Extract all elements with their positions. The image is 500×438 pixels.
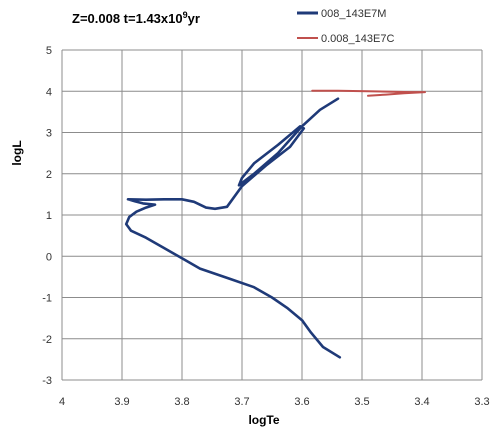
- tick-labels: -3 -2 -1 0 1 2 3 4 5 4 3.9 3.8 3.7 3.6 3.5 3.4 3.3: [42, 45, 489, 408]
- y-tick-label: 5: [46, 45, 52, 57]
- chart-title-prefix: Z=0.008 t=1.43x10: [72, 11, 183, 26]
- x-tick-label: 3.6: [294, 396, 309, 408]
- chart-title: Z=0.008 t=1.43x109yr: [72, 10, 200, 26]
- y-axis-title: logL: [10, 140, 24, 165]
- x-tick-label: 3.8: [174, 396, 189, 408]
- series-line-0.008_143E7C: [311, 89, 426, 97]
- y-tick-label: -2: [42, 334, 52, 346]
- y-tick-label: 2: [46, 169, 52, 181]
- chart-title-suffix: yr: [188, 11, 200, 26]
- x-tick-label: 4: [59, 396, 65, 408]
- y-tick-label: 3: [46, 128, 52, 140]
- x-axis-title: logTe: [248, 413, 279, 427]
- x-tick-label: 3.7: [234, 396, 249, 408]
- y-tick-label: -1: [42, 293, 52, 305]
- chart-title-exponent: 9: [183, 10, 188, 20]
- x-tick-label: 3.9: [114, 396, 129, 408]
- y-tick-label: 1: [46, 210, 52, 222]
- y-tick-label: 4: [46, 86, 52, 98]
- series-layer: [124, 89, 426, 359]
- grid-layer: [61, 49, 483, 381]
- legend: 008_143E7M 0.008_143E7C: [297, 8, 394, 45]
- legend-label-008_143E7M: 008_143E7M: [321, 8, 386, 20]
- x-tick-label: 3.4: [414, 396, 429, 408]
- y-tick-label: 0: [46, 251, 52, 263]
- x-tick-label: 3.5: [354, 396, 369, 408]
- legend-label-0.008_143E7C: 0.008_143E7C: [321, 33, 394, 45]
- x-tick-label: 3.3: [474, 396, 489, 408]
- series-line-008_143E7M: [124, 97, 342, 359]
- y-tick-label: -3: [42, 375, 52, 387]
